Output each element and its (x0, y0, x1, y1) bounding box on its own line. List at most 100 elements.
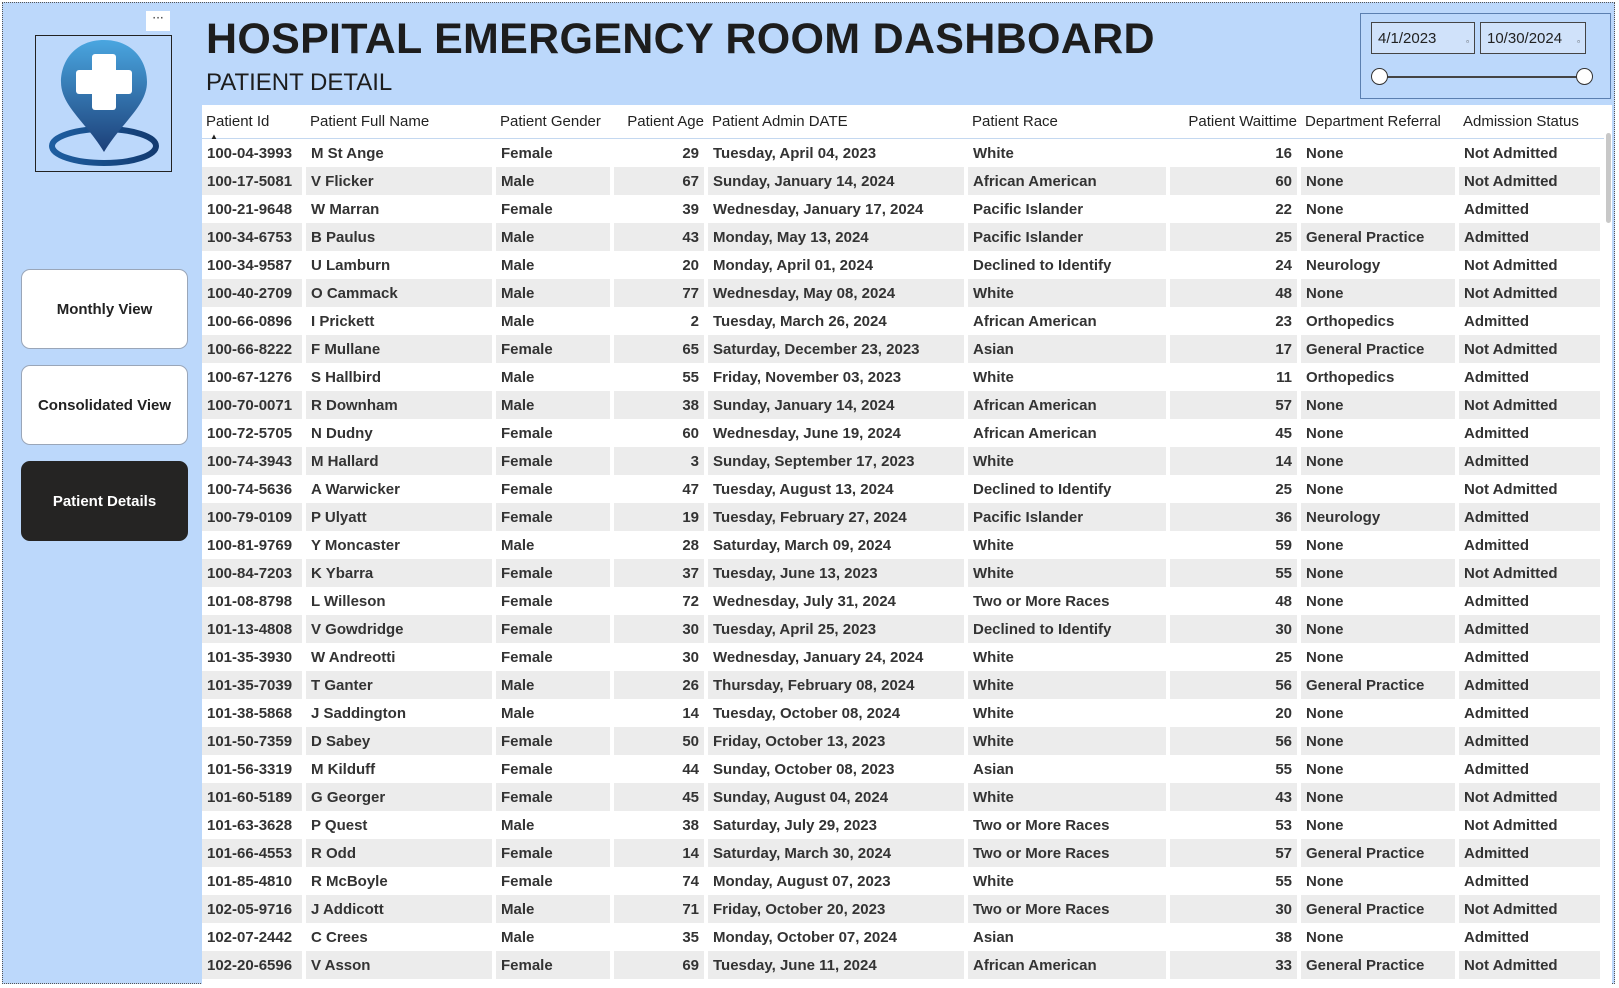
calendar-icon[interactable]: ▫ (1466, 37, 1469, 46)
table-scrollbar[interactable] (1606, 133, 1611, 223)
table-row[interactable]: 100-70-0071 R Downham Male 38 Sunday, Januar… (202, 391, 1604, 419)
column-header[interactable]: Admission Status (1459, 105, 1604, 139)
table-cell: Female (496, 839, 614, 867)
table-row[interactable]: 101-60-5189 G Georger Female 45 Sunday, Augu… (202, 783, 1604, 811)
table-cell: R Downham (306, 391, 496, 419)
table-row[interactable]: 101-35-3930 W Andreotti Female 30 Wednesday,… (202, 643, 1604, 671)
table-cell: 55 (1170, 559, 1301, 587)
date-slider-start-handle[interactable] (1371, 68, 1388, 85)
table-cell: 100-66-8222 (202, 335, 306, 363)
table-cell: 14 (1170, 447, 1301, 475)
table-cell: General Practice (1301, 895, 1459, 923)
table-row[interactable]: 100-79-0109 P Ulyatt Female 19 Tuesday, Febr… (202, 503, 1604, 531)
table-cell: Female (496, 447, 614, 475)
location-cross-icon (49, 40, 159, 166)
table-cell: Admitted (1459, 867, 1604, 895)
table-cell: 17 (1170, 335, 1301, 363)
table-cell: 53 (1170, 811, 1301, 839)
table-row[interactable]: 101-85-4810 R McBoyle Female 74 Monday, Augu… (202, 867, 1604, 895)
end-date-input[interactable]: 10/30/2024 ▫ (1480, 22, 1586, 54)
table-cell: 71 (614, 895, 708, 923)
patient-details-button[interactable]: Patient Details (21, 461, 188, 541)
column-header[interactable]: Patient Waittime (1170, 105, 1301, 139)
table-row[interactable]: 100-84-7203 K Ybarra Female 37 Tuesday, June… (202, 559, 1604, 587)
table-cell: Female (496, 559, 614, 587)
table-cell: Friday, October 13, 2023 (708, 727, 968, 755)
table-row[interactable]: 101-66-4553 R Odd Female 14 Saturday, March … (202, 839, 1604, 867)
table-cell: 74 (614, 867, 708, 895)
table-cell: Tuesday, June 13, 2023 (708, 559, 968, 587)
table-cell: 30 (614, 615, 708, 643)
column-header[interactable]: Patient Gender (496, 105, 614, 139)
table-cell: 100-74-5636 (202, 475, 306, 503)
table-cell: 100-66-0896 (202, 307, 306, 335)
table-row[interactable]: 100-21-9648 W Marran Female 39 Wednesday, Ja… (202, 195, 1604, 223)
table-cell: Male (496, 923, 614, 951)
table-cell: Declined to Identify (968, 615, 1170, 643)
table-cell: 55 (614, 363, 708, 391)
table-cell: V Gowdridge (306, 615, 496, 643)
table-cell: Admitted (1459, 195, 1604, 223)
column-header[interactable]: Patient Race (968, 105, 1170, 139)
column-header[interactable]: Department Referral (1301, 105, 1459, 139)
table-row[interactable]: 100-34-9587 U Lamburn Male 20 Monday, April … (202, 251, 1604, 279)
monthly-view-button[interactable]: Monthly View (21, 269, 188, 349)
table-row[interactable]: 101-38-5868 J Saddington Male 14 Tuesday, Oc… (202, 699, 1604, 727)
table-row[interactable]: 100-34-6753 B Paulus Male 43 Monday, May 13,… (202, 223, 1604, 251)
table-row[interactable]: 101-08-8798 L Willeson Female 72 Wednesday, … (202, 587, 1604, 615)
table-cell: 100-84-7203 (202, 559, 306, 587)
table-row[interactable]: 100-04-3993 M St Ange Female 29 Tuesday, Apr… (202, 139, 1604, 167)
table-cell: Female (496, 951, 614, 979)
calendar-icon[interactable]: ▫ (1577, 37, 1580, 46)
date-slider-track[interactable] (1379, 76, 1591, 78)
table-row[interactable]: 100-72-5705 N Dudny Female 60 Wednesday, Jun… (202, 419, 1604, 447)
start-date-input[interactable]: 4/1/2023 ▫ (1371, 22, 1475, 54)
table-cell: None (1301, 559, 1459, 587)
table-row[interactable]: 100-67-1276 S Hallbird Male 55 Friday, Novem… (202, 363, 1604, 391)
table-row[interactable]: 100-74-5636 A Warwicker Female 47 Tuesday, A… (202, 475, 1604, 503)
table-cell: Two or More Races (968, 895, 1170, 923)
column-header[interactable]: Patient Full Name (306, 105, 496, 139)
table-row[interactable]: 101-56-3319 M Kilduff Female 44 Sunday, Octo… (202, 755, 1604, 783)
table-cell: Sunday, September 17, 2023 (708, 447, 968, 475)
table-cell: White (968, 867, 1170, 895)
table-row[interactable]: 100-66-0896 I Prickett Male 2 Tuesday, March… (202, 307, 1604, 335)
table-cell: Male (496, 363, 614, 391)
table-cell: Male (496, 895, 614, 923)
table-row[interactable]: 101-63-3628 P Quest Male 38 Saturday, July 2… (202, 811, 1604, 839)
table-cell: 2 (614, 307, 708, 335)
table-row[interactable]: 102-05-9716 J Addicott Male 71 Friday, Octob… (202, 895, 1604, 923)
table-cell: Friday, October 20, 2023 (708, 895, 968, 923)
table-row[interactable]: 100-74-3943 M Hallard Female 3 Sunday, Septe… (202, 447, 1604, 475)
table-row[interactable]: 102-20-6596 V Asson Female 69 Tuesday, June … (202, 951, 1604, 979)
table-cell: Admitted (1459, 363, 1604, 391)
table-cell: 30 (1170, 615, 1301, 643)
end-date-value: 10/30/2024 (1487, 30, 1563, 47)
table-cell: V Flicker (306, 167, 496, 195)
table-cell: Saturday, March 09, 2024 (708, 531, 968, 559)
column-header[interactable]: Patient Age (614, 105, 708, 139)
table-row[interactable]: 101-50-7359 D Sabey Female 50 Friday, Octobe… (202, 727, 1604, 755)
table-row[interactable]: 100-17-5081 V Flicker Male 67 Sunday, Januar… (202, 167, 1604, 195)
table-cell: 14 (614, 699, 708, 727)
table-cell: 100-70-0071 (202, 391, 306, 419)
table-cell: White (968, 139, 1170, 167)
date-slider-end-handle[interactable] (1576, 68, 1593, 85)
table-row[interactable]: 101-13-4808 V Gowdridge Female 30 Tuesday, A… (202, 615, 1604, 643)
table-cell: 100-34-9587 (202, 251, 306, 279)
table-row[interactable]: 100-81-9769 Y Moncaster Male 28 Saturday, Ma… (202, 531, 1604, 559)
table-cell: 33 (1170, 951, 1301, 979)
table-cell: 48 (1170, 279, 1301, 307)
table-cell: Male (496, 223, 614, 251)
more-options-icon[interactable]: ··· (146, 11, 170, 31)
table-cell: Male (496, 251, 614, 279)
table-row[interactable]: 100-40-2709 O Cammack Male 77 Wednesday, May… (202, 279, 1604, 307)
table-row[interactable]: 101-35-7039 T Ganter Male 26 Thursday, Febru… (202, 671, 1604, 699)
consolidated-view-button[interactable]: Consolidated View (21, 365, 188, 445)
column-header[interactable]: Patient Id ▲ (202, 105, 306, 141)
column-header[interactable]: Patient Admin DATE (708, 105, 968, 139)
table-row[interactable]: 100-66-8222 F Mullane Female 65 Saturday, De… (202, 335, 1604, 363)
table-row[interactable]: 102-07-2442 C Crees Male 35 Monday, October … (202, 923, 1604, 951)
table-cell: 30 (614, 643, 708, 671)
table-cell: Admitted (1459, 643, 1604, 671)
